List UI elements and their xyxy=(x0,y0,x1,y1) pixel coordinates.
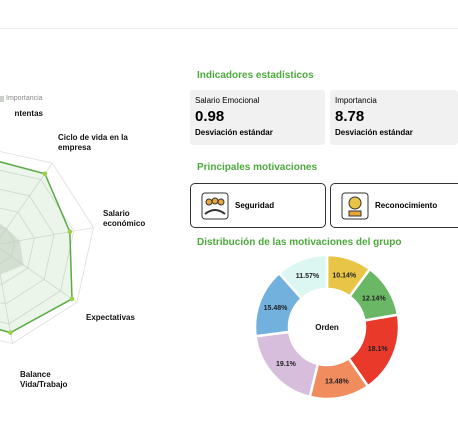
radar-label: Salario económico xyxy=(103,209,146,228)
section-title: Indicadores estadísticos xyxy=(197,70,314,81)
data-label: 15.48% xyxy=(264,305,289,312)
data-label: 13.48% xyxy=(325,379,350,386)
data-label: 19.1% xyxy=(276,361,297,368)
stat-card: Salario Emocional 0.98 Desviación estánd… xyxy=(190,90,325,145)
legend-marker xyxy=(0,96,4,102)
stat-caption: Desviación estándar xyxy=(335,128,413,137)
stat-card: Importancia 8.78 Desviación estándar xyxy=(330,90,458,145)
stat-caption: Desviación estándar xyxy=(195,128,273,137)
radar-point xyxy=(69,296,75,302)
chart-title: Distribución de las motivaciones del gru… xyxy=(197,237,402,248)
motivation-label: Reconocimiento xyxy=(375,201,438,210)
data-label: 11.57% xyxy=(296,273,320,280)
radar-axis xyxy=(0,271,13,344)
legend-label: Importancia xyxy=(6,95,43,102)
center-label: Orden xyxy=(315,323,339,332)
top-bar xyxy=(0,0,458,29)
stat-label: Importancia xyxy=(335,96,377,105)
icon xyxy=(341,192,369,220)
motivation-card[interactable]: Reconocimiento xyxy=(330,183,458,228)
stat-label: Salario Emocional xyxy=(195,96,260,105)
motivation-label: Seguridad xyxy=(235,201,275,210)
radar-label: Ciclo de vida en la empresa xyxy=(58,133,128,152)
data-label: 12.14% xyxy=(362,296,387,303)
radar-label: ntentas xyxy=(14,109,43,118)
stat-value: 8.78 xyxy=(335,108,365,125)
motivation-card[interactable]: Seguridad xyxy=(190,183,326,228)
radar-label: Balance Vida/Trabajo xyxy=(20,370,68,389)
data-label: 18.1% xyxy=(368,346,389,353)
stat-value: 0.98 xyxy=(195,108,225,125)
radar-label: Expectativas xyxy=(86,313,135,322)
data-label: 10.14% xyxy=(332,272,357,279)
donut-segment xyxy=(277,253,329,301)
radar-area xyxy=(0,161,73,334)
section-title: Principales motivaciones xyxy=(197,162,318,173)
radar-area xyxy=(0,223,24,275)
icon xyxy=(201,192,229,220)
radar-point xyxy=(67,229,73,235)
radar-point xyxy=(42,171,48,177)
radar-point xyxy=(8,330,13,335)
